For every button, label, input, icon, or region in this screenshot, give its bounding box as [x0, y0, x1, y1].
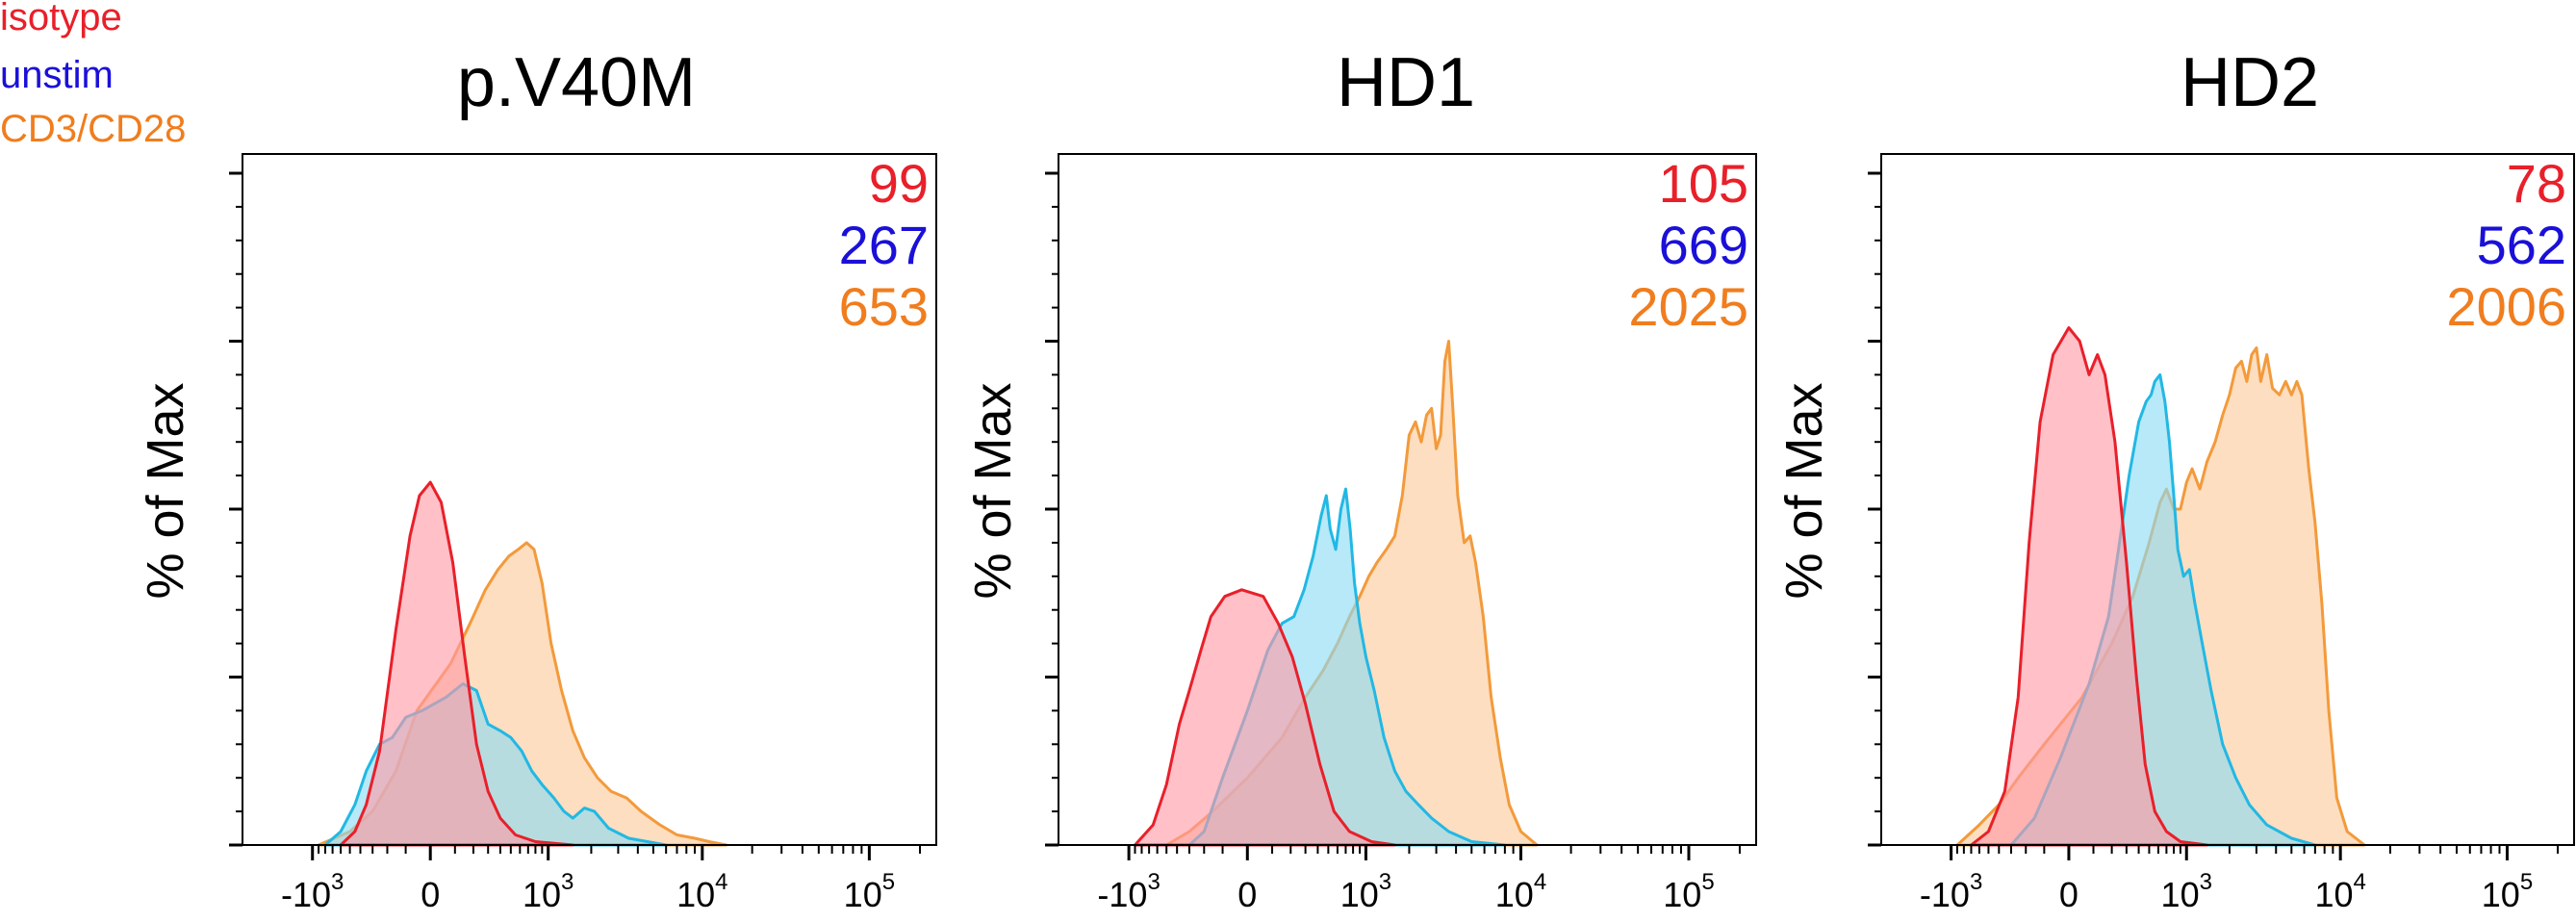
x-tick-label: 103 [1340, 869, 1391, 914]
stat-unstim: 267 [839, 215, 929, 275]
x-tick-label: 104 [2314, 869, 2365, 914]
x-tick-label: -103 [1097, 869, 1160, 914]
x-tick-label: 103 [523, 869, 574, 914]
stat-cd3-cd28: 2006 [2446, 276, 2566, 337]
stat-unstim: 669 [1659, 215, 1748, 275]
x-tick-label: 104 [1495, 869, 1546, 914]
series-isotype-area [1970, 326, 2208, 847]
x-tick-label: 105 [2482, 869, 2533, 914]
x-tick-label: 0 [2059, 875, 2079, 914]
stat-cd3-cd28: 2025 [1628, 276, 1748, 337]
x-tick-label: 105 [1663, 869, 1714, 914]
plot-frame [242, 153, 937, 846]
x-tick-label: 0 [1237, 875, 1257, 914]
plot-frame [1058, 153, 1757, 846]
y-axis-label: % of Max [137, 382, 194, 599]
legend-entry-cd3-cd28: CD3/CD28 [0, 108, 187, 150]
stat-unstim: 562 [2477, 215, 2566, 275]
legend-entry-isotype: isotype [0, 0, 122, 38]
series-isotype-area [339, 480, 574, 847]
stat-cd3-cd28: 653 [839, 276, 929, 337]
panel-title: HD2 [2181, 44, 2319, 121]
y-axis-label: % of Max [1775, 382, 1833, 599]
x-tick-label: 105 [844, 869, 895, 914]
stat-isotype: 99 [869, 153, 929, 214]
x-tick-label: 104 [676, 869, 727, 914]
panel-title: HD1 [1337, 44, 1475, 121]
x-tick-label: 0 [421, 875, 440, 914]
x-tick-label: -103 [1920, 869, 1982, 914]
stat-isotype: 78 [2507, 153, 2566, 214]
series-isotype-area [1134, 588, 1396, 847]
y-axis-label: % of Max [964, 382, 1022, 599]
x-tick-label: -103 [281, 869, 344, 914]
x-tick-label: 103 [2161, 869, 2212, 914]
panel-title: p.V40M [457, 44, 696, 121]
plot-frame [1880, 153, 2575, 846]
stat-isotype: 105 [1659, 153, 1748, 214]
legend-entry-unstim: unstim [0, 54, 114, 96]
